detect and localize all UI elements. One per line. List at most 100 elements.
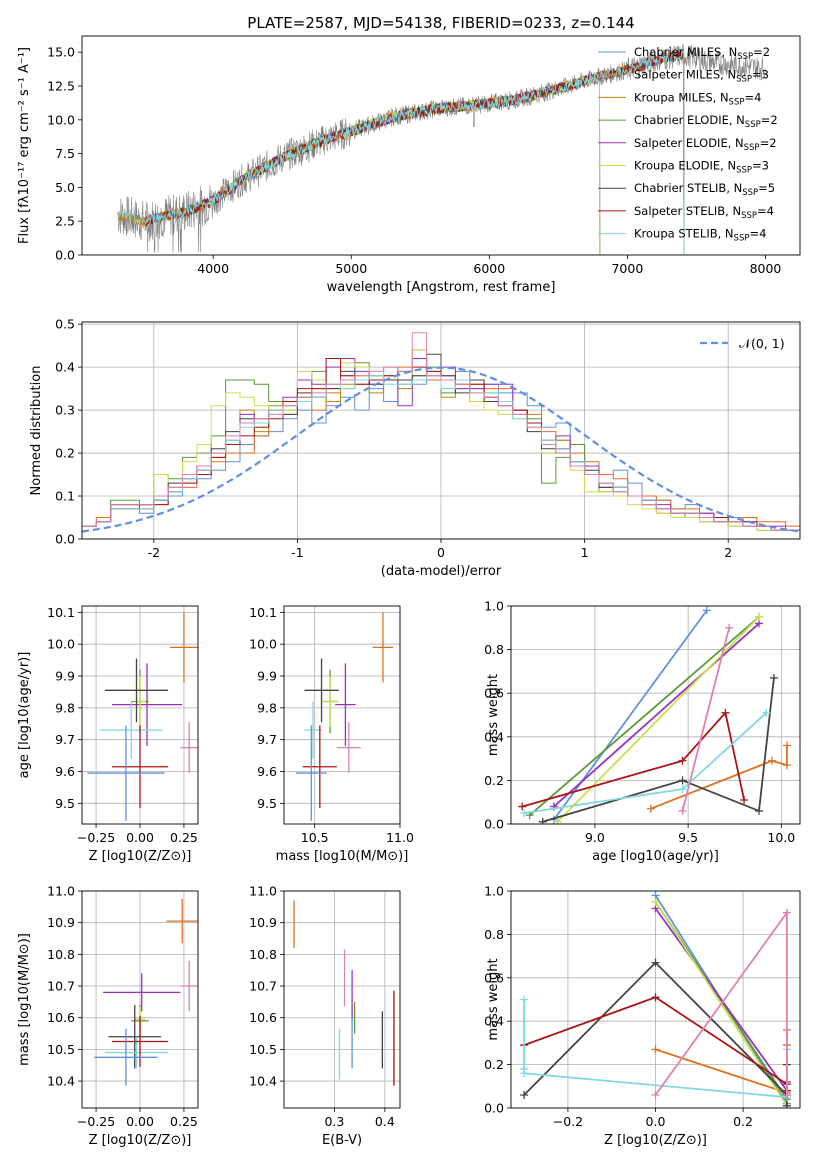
y-tick-label: 0.6 — [484, 970, 504, 985]
y-tick-label: 0.2 — [484, 773, 504, 788]
weight-line-purple — [553, 622, 760, 808]
weight-marker-red — [678, 756, 687, 765]
chart-title: PLATE=2587, MJD=54138, FIBERID=0233, z=0… — [247, 14, 634, 32]
x-tick-label: 10.5 — [301, 830, 329, 845]
legend-label-suffix: =4 — [749, 227, 766, 241]
x-tick-label: 4000 — [197, 261, 229, 276]
axes-frame — [81, 35, 801, 256]
y-axis-label: mass weight — [486, 674, 501, 756]
legend-label-suffix: =4 — [757, 204, 774, 218]
weight-marker-dark — [678, 776, 687, 785]
x-tick-label: 8000 — [750, 261, 782, 276]
y-tick-label: 9.6 — [55, 764, 75, 779]
y-tick-label: 10.5 — [249, 1042, 277, 1057]
y-tick-label: 10.5 — [47, 1042, 75, 1057]
normal-curve — [82, 366, 800, 533]
panel-age-vs-mass: 10.5 11.0 9.5 9.6 9.7 9.8 9.9 10.0 10.1 mass [log… — [249, 605, 414, 864]
y-tick-label: 9.6 — [257, 764, 277, 779]
legend-label-sub: SSP — [741, 211, 757, 221]
legend-label-suffix: =2 — [760, 136, 777, 150]
weight-marker-pink — [782, 1090, 791, 1099]
x-tick-label: 1 — [581, 545, 589, 560]
y-tick-label: 9.9 — [257, 669, 277, 684]
legend-label-sub: SSP — [744, 143, 760, 153]
y-tick-label: 10.6 — [47, 1010, 75, 1025]
weight-marker-cyan — [520, 809, 529, 818]
y-tick-label: 9.5 — [55, 796, 75, 811]
y-tick-label: 0.6 — [484, 686, 504, 701]
weight-marker-red — [651, 993, 660, 1002]
y-axis-label: mass [log10(M/M⊙)] — [17, 933, 32, 1066]
weight-marker-orange — [651, 1045, 660, 1054]
legend-label: Chabrier STELIB, NSSP=5 — [634, 181, 775, 198]
y-tick-label: 1.0 — [484, 884, 504, 899]
weight-marker-orange — [782, 761, 791, 770]
weight-line-green — [529, 616, 760, 816]
weight-marker-red — [740, 796, 749, 805]
y-tick-label: 0.1 — [55, 489, 75, 504]
panel-weight-vs-Z: −0.2 0.0 0.2 0.0 0.2 0.4 0.6 0.8 1.0 Z [log10(Z/Z… — [484, 884, 801, 1148]
legend-label: Kroupa ELODIE, NSSP=3 — [634, 159, 769, 176]
weight-line-lime — [556, 616, 760, 823]
y-tick-label: 11.0 — [47, 884, 75, 899]
legend-label-suffix: =4 — [744, 90, 761, 104]
legend-label: Kroupa MILES, NSSP=4 — [634, 90, 761, 107]
weight-line-purple — [654, 907, 788, 1094]
legend-label-text: Salpeter STELIB, N — [634, 204, 741, 218]
x-tick-label: −0.25 — [77, 830, 115, 845]
x-tick-label: 0.25 — [170, 1114, 198, 1129]
x-tick-label: 9.5 — [678, 830, 698, 845]
x-axis-label: Z [log10(Z/Z⊙)] — [89, 849, 192, 864]
plot-area — [518, 606, 791, 824]
x-tick-label: 0.2 — [733, 1114, 753, 1129]
axes-frame — [283, 605, 401, 825]
plot-area — [295, 612, 394, 821]
weight-line-dark — [542, 677, 775, 823]
legend-label-sub: SSP — [736, 166, 752, 176]
y-tick-label: 10.8 — [47, 947, 75, 962]
weight-line-pink — [654, 909, 788, 1096]
axes-frame — [81, 890, 199, 1109]
legend-label-text: Chabrier STELIB, N — [634, 181, 742, 195]
legend-label-sub: SSP — [729, 97, 745, 107]
x-axis-label: wavelength [Angstrom, rest frame] — [327, 280, 556, 295]
x-axis-label: age [log10(age/yr)] — [592, 849, 719, 864]
x-axis-label: E(B-V) — [322, 1133, 362, 1148]
y-tick-label: 0.2 — [484, 1057, 504, 1072]
y-axis-label: Flux [fλ10⁻¹⁷ erg cm⁻² s⁻¹ A⁻¹] — [17, 47, 32, 244]
y-tick-label: 9.7 — [257, 732, 277, 747]
x-tick-label: -2 — [148, 545, 160, 560]
legend-label-suffix: =5 — [758, 181, 775, 195]
x-axis-label: (data-model)/error — [381, 564, 502, 579]
weight-marker-lime — [651, 897, 660, 906]
y-tick-label: 11.0 — [249, 884, 277, 899]
weight-marker-pink — [725, 623, 734, 632]
plot-area — [82, 332, 800, 539]
weight-marker-cyan — [678, 785, 687, 794]
model-line-dark — [143, 50, 685, 255]
legend-label-suffix: =2 — [761, 113, 778, 127]
y-tick-label: 0.4 — [484, 1014, 504, 1029]
weight-marker-red — [518, 802, 527, 811]
y-tick-label: 0.4 — [484, 729, 504, 744]
weight-line-orange — [650, 745, 788, 810]
panel-spectrum: 4000 5000 6000 7000 8000 0.0 2.5 5.0 7.5 10.0 12.5… — [17, 14, 801, 295]
y-tick-label: 0.0 — [55, 248, 75, 263]
y-tick-label: 10.6 — [249, 1010, 277, 1025]
legend-label-sub: SSP — [745, 120, 761, 130]
y-axis-label: age [log10(age/yr)] — [17, 652, 32, 779]
y-tick-label: 10.7 — [249, 979, 277, 994]
y-tick-label: 10.4 — [249, 1074, 277, 1089]
histogram-pink — [82, 332, 800, 539]
x-tick-label: −0.25 — [77, 1114, 115, 1129]
plot-area — [520, 891, 791, 1108]
y-tick-label: 0.0 — [484, 817, 504, 832]
plot-area — [94, 898, 198, 1086]
legend-label-text: Salpeter MILES, N — [634, 68, 736, 82]
legend-label-text: Salpeter ELODIE, N — [634, 136, 744, 150]
y-tick-label: 0.0 — [484, 1101, 504, 1116]
y-tick-label: 10.1 — [249, 605, 277, 620]
legend-label-sub: SSP — [734, 234, 750, 244]
x-tick-label: 2 — [724, 545, 732, 560]
y-tick-label: 9.9 — [55, 669, 75, 684]
